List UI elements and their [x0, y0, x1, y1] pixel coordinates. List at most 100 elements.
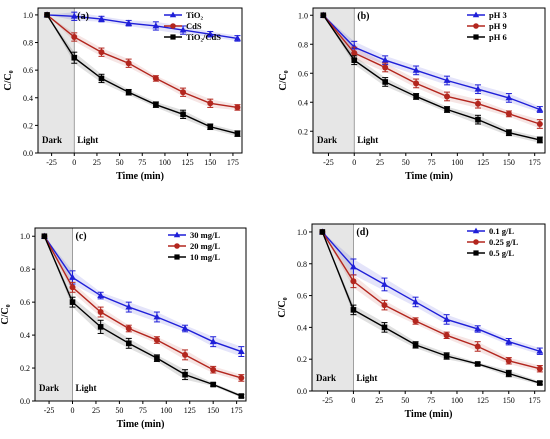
x-tick-label: -25 — [44, 406, 55, 415]
data-point-circle — [474, 100, 481, 107]
y-tick-label: 0.2 — [23, 121, 33, 130]
y-tick-label: 0.0 — [23, 149, 33, 158]
x-tick-label: 125 — [477, 158, 489, 167]
x-tick-label: 25 — [92, 406, 100, 415]
light-label: Light — [76, 383, 97, 393]
error-band-1 — [47, 12, 238, 42]
chart-panel-2: -25 0 25 50 75 100 125 150 175 0.2 0.4 0.6 0.8 1.0 Tim… — [278, 7, 546, 182]
data-point-circle — [444, 93, 451, 100]
y-tick-label: 0.4 — [298, 98, 308, 107]
plot-frame — [312, 7, 546, 154]
data-point-triangle — [381, 280, 388, 287]
panel-label: (d) — [356, 227, 368, 238]
data-point-triangle — [505, 94, 513, 101]
data-point-circle — [474, 343, 481, 350]
dark-region — [312, 224, 354, 391]
data-point-square — [382, 79, 388, 85]
x-tick-label: -25 — [323, 158, 334, 167]
y-tick-label: 0.6 — [298, 69, 308, 78]
x-tick-label: 75 — [427, 396, 435, 405]
x-axis-label: Time (min) — [116, 171, 164, 182]
y-tick-label: 1.0 — [23, 11, 33, 20]
y-tick-label: 0.4 — [23, 94, 33, 103]
data-point-circle — [443, 332, 450, 339]
x-tick-label: 50 — [401, 396, 409, 405]
legend-entry-1: 0.1 g/L — [489, 226, 514, 236]
x-tick-label: 75 — [138, 158, 146, 167]
data-point-circle — [382, 64, 389, 71]
x-tick-label: 0 — [72, 158, 76, 167]
light-label: Light — [356, 373, 377, 383]
legend-entry-2: CdS — [186, 21, 202, 31]
series-line-2 — [43, 235, 242, 379]
data-point-circle — [238, 374, 245, 381]
legend-entry-3: 10 mg/L — [190, 252, 220, 262]
legend-entry-1: 30 mg/L — [190, 230, 220, 240]
dark-label: Dark — [316, 373, 336, 383]
data-point-triangle — [474, 325, 482, 332]
data-point-circle — [234, 104, 241, 111]
x-tick-label: 100 — [160, 406, 172, 415]
x-tick-label: 100 — [451, 158, 463, 167]
data-point-triangle — [209, 338, 217, 345]
data-point-circle — [125, 60, 132, 67]
y-tick-label: 1.0 — [297, 228, 307, 237]
x-tick-label: 175 — [231, 406, 243, 415]
data-point-square — [474, 361, 481, 367]
x-tick-label: -25 — [322, 396, 333, 405]
data-point-triangle — [381, 56, 389, 63]
dark-region — [313, 8, 355, 153]
data-point-circle — [98, 49, 105, 56]
legend-marker-square — [473, 34, 479, 40]
plot-frame — [34, 227, 247, 402]
data-point-square — [71, 54, 78, 61]
legend-marker-triangle — [472, 11, 480, 18]
error-band-3 — [44, 236, 242, 398]
data-point-triangle — [181, 324, 189, 331]
data-point-circle — [71, 34, 78, 40]
data-point-square — [537, 380, 543, 386]
data-point-square — [443, 353, 450, 359]
x-tick-label: 50 — [402, 158, 410, 167]
data-point-triangle — [152, 22, 160, 29]
series-line-3 — [321, 231, 541, 384]
y-tick-label: 0.0 — [297, 387, 307, 396]
data-point-circle — [69, 284, 76, 291]
data-point-triangle — [70, 12, 78, 19]
data-point-square — [180, 111, 186, 118]
legend-marker-circle — [473, 239, 479, 245]
y-tick-label: 0.8 — [23, 39, 33, 48]
data-point-square — [413, 93, 419, 100]
data-point-circle — [505, 110, 512, 117]
plot-frame — [311, 223, 546, 392]
x-tick-label: 0 — [71, 406, 75, 415]
chart-panel-3: -25 0 25 50 75 100 125 150 175 0.0 0.2 0.4 0.6 0.8 1.0… — [0, 227, 247, 430]
series-line-3 — [322, 14, 540, 141]
data-point-circle — [97, 309, 104, 316]
data-point-square — [234, 130, 241, 137]
x-tick-label: 75 — [139, 406, 147, 415]
data-point-square — [506, 129, 512, 136]
data-point-square — [350, 307, 357, 313]
legend-entry-1: pH 3 — [489, 10, 507, 20]
y-tick-label: 0.2 — [298, 127, 308, 136]
x-tick-label: 150 — [204, 158, 216, 167]
x-tick-label: 175 — [227, 158, 239, 167]
y-tick-label: 0.8 — [298, 40, 308, 49]
y-tick-label: 0.6 — [23, 66, 33, 75]
legend-entry-2: pH 9 — [489, 21, 507, 31]
data-point-square — [41, 233, 48, 240]
legend-marker-triangle — [169, 11, 177, 18]
data-point-triangle — [505, 338, 513, 345]
data-point-circle — [153, 337, 160, 344]
data-point-triangle — [69, 273, 76, 280]
y-tick-label: 0.8 — [20, 265, 30, 274]
data-point-circle — [182, 351, 189, 358]
x-tick-label: 50 — [116, 158, 124, 167]
y-tick-label: 0.4 — [297, 323, 307, 332]
light-label: Light — [77, 135, 98, 145]
x-axis-label: Time (min) — [117, 419, 165, 430]
data-point-circle — [536, 365, 543, 372]
x-tick-label: 0 — [351, 396, 355, 405]
